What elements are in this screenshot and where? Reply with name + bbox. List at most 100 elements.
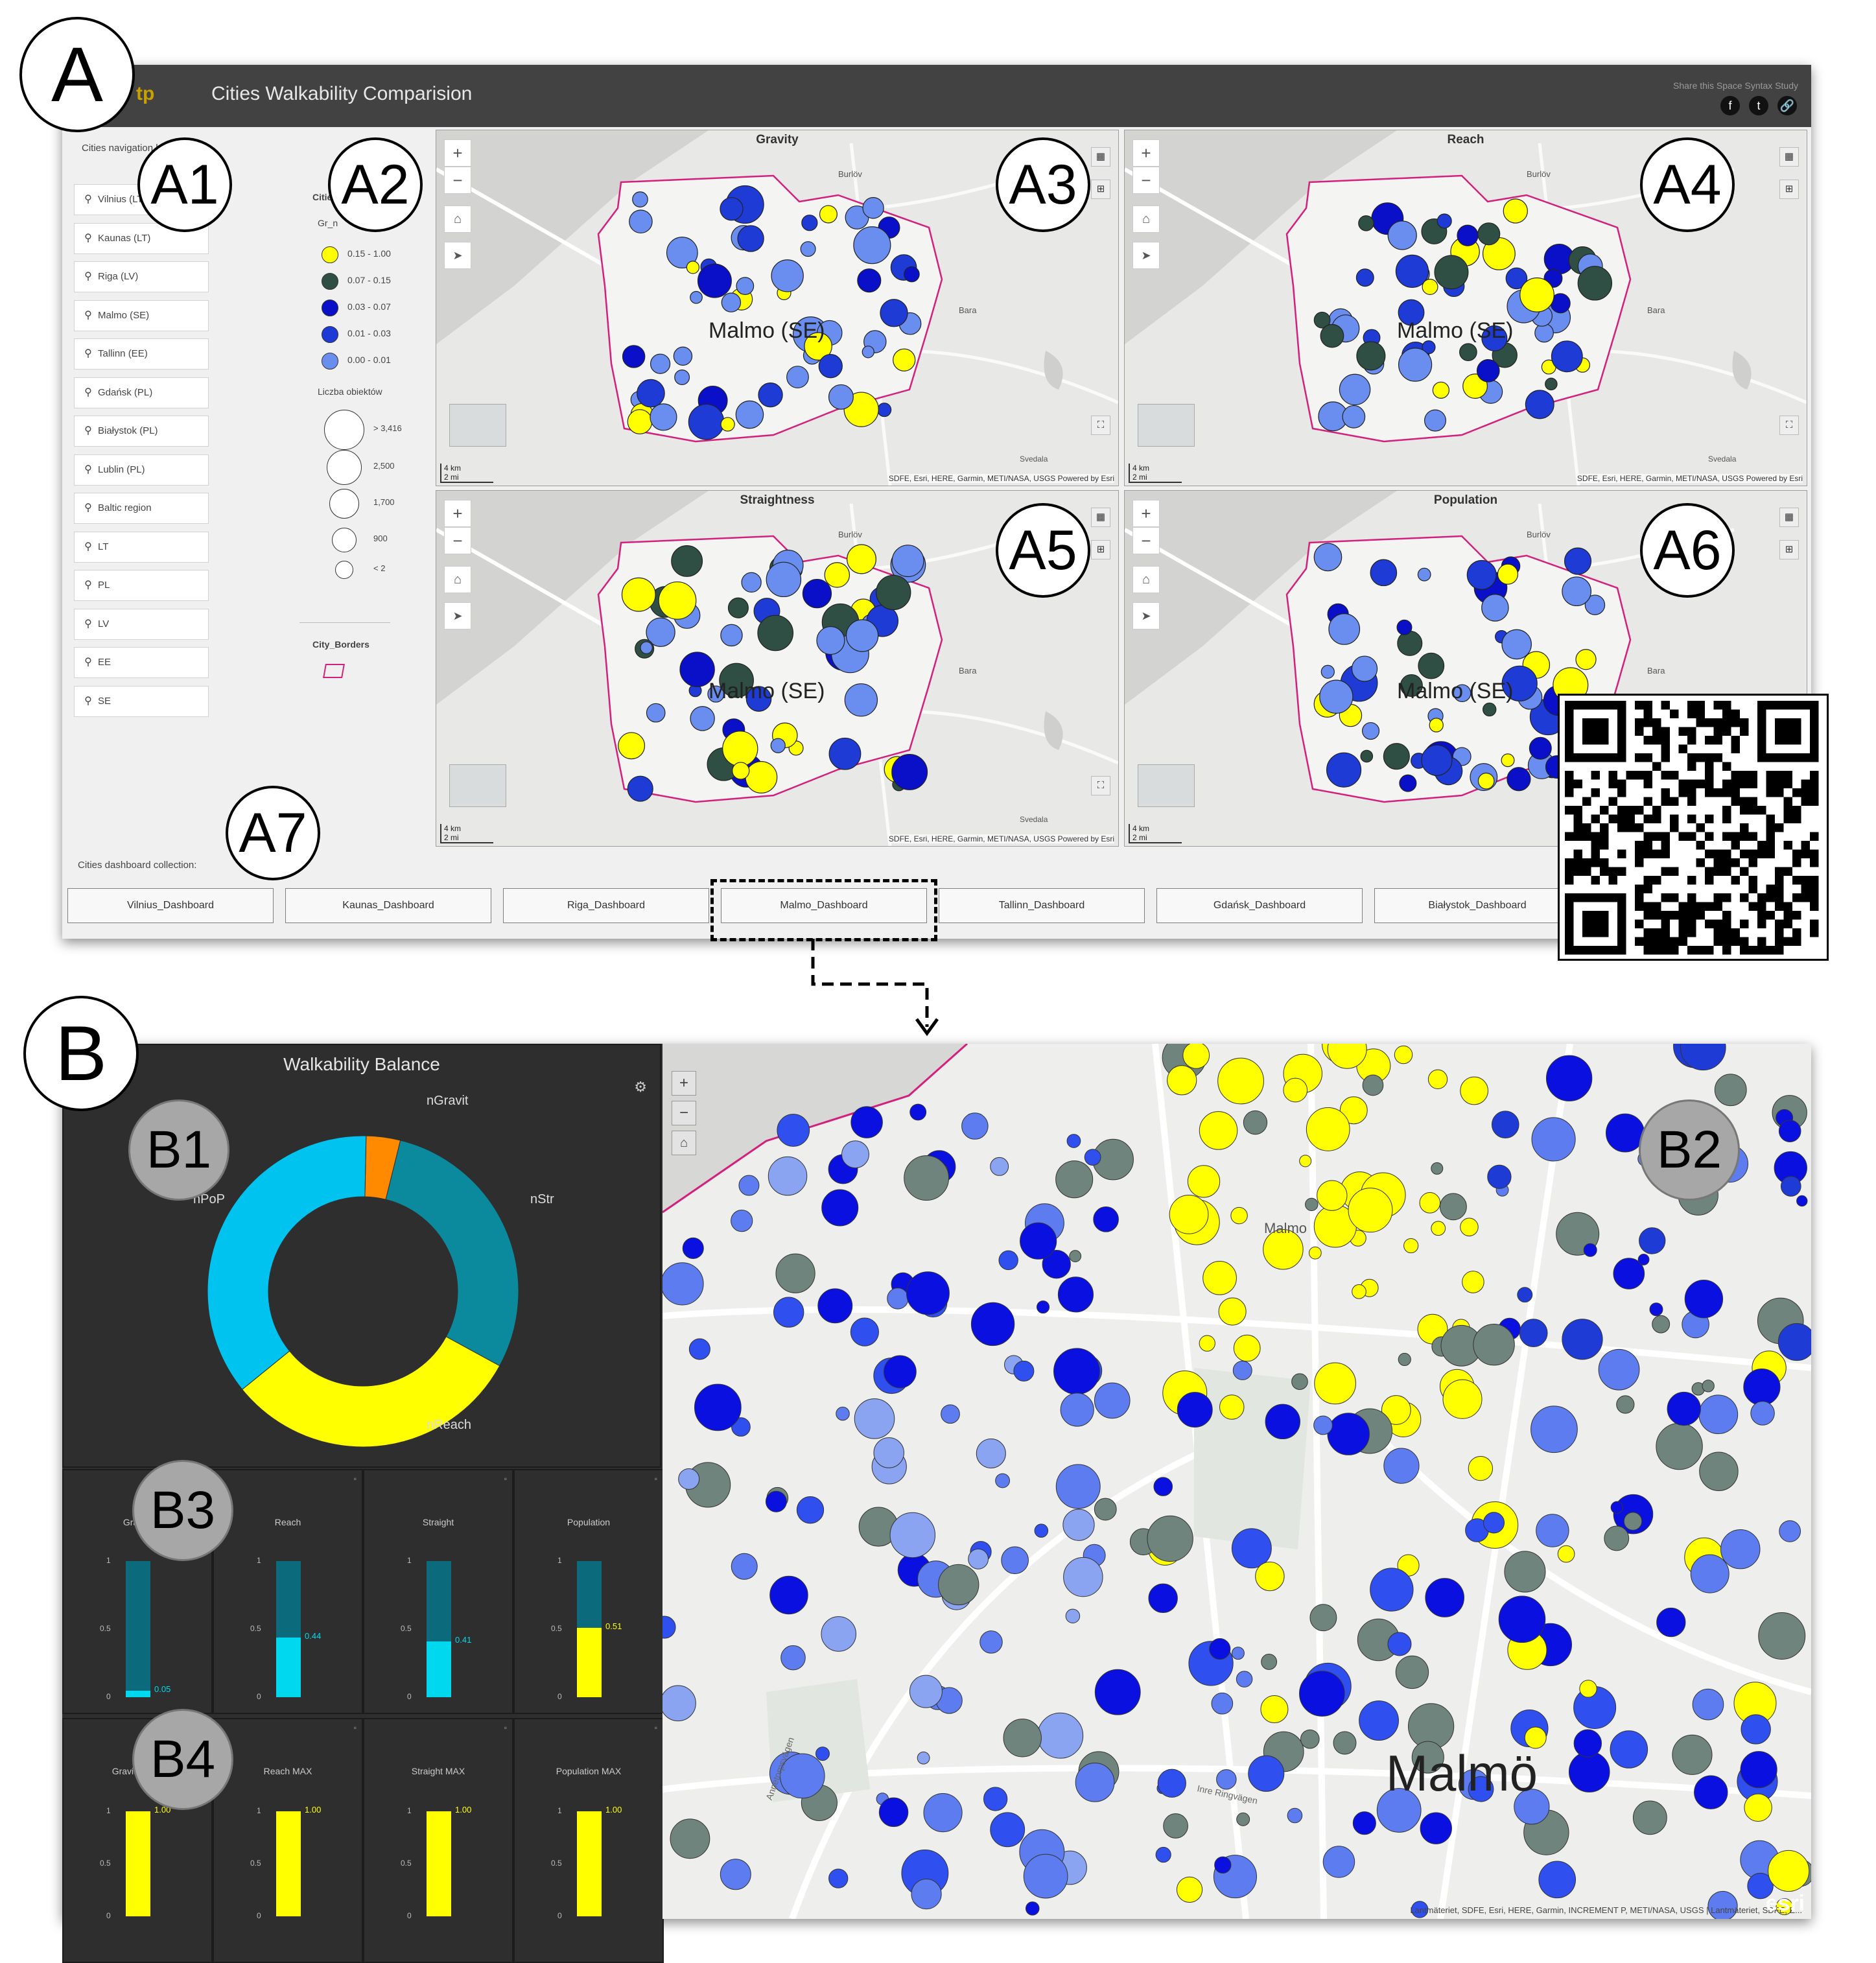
map-bubble[interactable]: [674, 370, 690, 385]
map-bubble[interactable]: [1577, 266, 1613, 301]
map-bubble[interactable]: [1613, 1258, 1645, 1289]
map-bubble[interactable]: [670, 1818, 710, 1859]
compass-icon[interactable]: ➤: [444, 602, 471, 629]
bookmark-item[interactable]: ⚲ SE: [74, 685, 209, 717]
map-bubble[interactable]: [1057, 1276, 1094, 1313]
map-bubble[interactable]: [1462, 1271, 1484, 1293]
map-bubble[interactable]: [847, 544, 876, 574]
map-bubble[interactable]: [1418, 652, 1445, 679]
map-bubble[interactable]: [1362, 1074, 1384, 1096]
map-bubble[interactable]: [1063, 1557, 1103, 1597]
map-bubble[interactable]: [722, 731, 758, 767]
map-bubble[interactable]: [1314, 1362, 1356, 1405]
widget-menu-icon[interactable]: ▫: [654, 1474, 657, 1483]
map-bubble[interactable]: [1639, 1227, 1666, 1254]
map-bubble[interactable]: [629, 209, 653, 234]
zoom-out-button[interactable]: −: [672, 1101, 696, 1125]
map-bubble[interactable]: [938, 1564, 979, 1606]
basemap-thumbnail[interactable]: [449, 404, 506, 447]
map-bubble[interactable]: [804, 332, 832, 360]
map-bubble[interactable]: [662, 1616, 676, 1639]
map-bubble[interactable]: [707, 685, 725, 703]
map-bubble[interactable]: [1236, 1812, 1250, 1826]
map-bubble[interactable]: [1066, 1134, 1081, 1148]
map-bubble[interactable]: [1075, 1762, 1115, 1802]
map-bubble[interactable]: [1417, 567, 1431, 582]
bookmark-item[interactable]: ⚲ LV: [74, 608, 209, 640]
map-bubble[interactable]: [662, 1262, 704, 1306]
map-bubble[interactable]: [646, 703, 666, 723]
map-bubble[interactable]: [1291, 1373, 1308, 1390]
dashboard-button[interactable]: Kaunas_Dashboard: [285, 888, 491, 923]
map-bubble[interactable]: [1398, 347, 1433, 382]
map-bubble[interactable]: [1395, 254, 1429, 288]
map-bubble[interactable]: [796, 1496, 825, 1524]
donut-slice-nReach[interactable]: [241, 1336, 500, 1448]
map-bubble[interactable]: [1477, 222, 1501, 246]
map-bubble[interactable]: [1557, 1545, 1575, 1563]
map-bubble[interactable]: [887, 1287, 909, 1310]
map-bubble[interactable]: [828, 737, 862, 770]
map-bubble[interactable]: [1562, 1319, 1603, 1360]
map-bubble[interactable]: [775, 1253, 815, 1293]
map-bubble[interactable]: [1632, 1800, 1667, 1835]
map-bubble[interactable]: [1694, 1775, 1728, 1809]
map-bubble[interactable]: [1583, 1243, 1597, 1257]
map-bubble[interactable]: [1084, 1149, 1101, 1166]
map-bubble[interactable]: [1013, 1360, 1035, 1381]
map-bubble[interactable]: [1383, 1448, 1420, 1484]
map-bubble[interactable]: [1476, 359, 1500, 382]
map-bubble[interactable]: [1777, 1322, 1811, 1361]
map-bubble[interactable]: [970, 1302, 1015, 1346]
dashboard-button[interactable]: Tallinn_Dashboard: [939, 888, 1145, 923]
map-bubble[interactable]: [923, 1793, 963, 1833]
map-bubble[interactable]: [836, 1406, 850, 1421]
map-bubble[interactable]: [618, 732, 646, 760]
map-bubble[interactable]: [873, 1437, 904, 1468]
map-bubble[interactable]: [1707, 1890, 1738, 1919]
map-bubble[interactable]: [622, 345, 646, 368]
map-bubble[interactable]: [1579, 1680, 1597, 1698]
map-bubble[interactable]: [880, 299, 908, 327]
map-bubble[interactable]: [1306, 1107, 1350, 1151]
map-bubble[interactable]: [995, 1473, 1010, 1488]
map-bubble[interactable]: [1477, 772, 1495, 790]
map-bubble[interactable]: [1419, 1192, 1441, 1214]
map-bubble[interactable]: [679, 652, 715, 687]
home-button[interactable]: ⌂: [444, 206, 471, 233]
map-bubble[interactable]: [1217, 1057, 1264, 1105]
map-bubble[interactable]: [904, 266, 920, 283]
map-bubble[interactable]: [627, 409, 653, 434]
map-bubble[interactable]: [862, 346, 874, 359]
map-bubble[interactable]: [1504, 1551, 1546, 1593]
zoom-in-button[interactable]: +: [672, 1071, 696, 1096]
map-bubble[interactable]: [1462, 373, 1488, 399]
map-bubble[interactable]: [1348, 1188, 1393, 1233]
map-bubble[interactable]: [1037, 1712, 1084, 1759]
map-bubble[interactable]: [1055, 1464, 1101, 1509]
map-bubble[interactable]: [731, 1417, 751, 1437]
widget-menu-icon[interactable]: ▫: [353, 1474, 357, 1483]
map-bubble[interactable]: [771, 259, 804, 292]
map-bubble[interactable]: [1202, 1260, 1237, 1295]
map-bubble[interactable]: [720, 197, 744, 221]
map-bubble[interactable]: [1429, 718, 1444, 733]
map-bubble[interactable]: [1376, 1788, 1422, 1833]
map-bubble[interactable]: [821, 1616, 857, 1652]
map-bubble[interactable]: [720, 417, 735, 432]
map-bubble[interactable]: [720, 1859, 751, 1890]
bookmark-item[interactable]: ⚲ Gdańsk (PL): [74, 377, 209, 408]
map-bubble[interactable]: [1397, 630, 1423, 656]
map-bubble[interactable]: [1399, 774, 1417, 792]
map-bubble[interactable]: [671, 545, 703, 577]
map-bubble[interactable]: [1505, 267, 1528, 290]
map-bubble[interactable]: [1531, 1117, 1576, 1162]
map-bubble[interactable]: [1300, 1729, 1320, 1749]
map-bubble[interactable]: [632, 191, 648, 207]
map-bubble[interactable]: [1604, 1525, 1630, 1551]
map-bubble[interactable]: [1483, 702, 1497, 717]
map-bubble[interactable]: [727, 597, 749, 618]
map-bubble[interactable]: [1042, 1250, 1071, 1279]
map-bubble[interactable]: [1442, 1379, 1483, 1419]
map-bubble[interactable]: [853, 226, 891, 264]
